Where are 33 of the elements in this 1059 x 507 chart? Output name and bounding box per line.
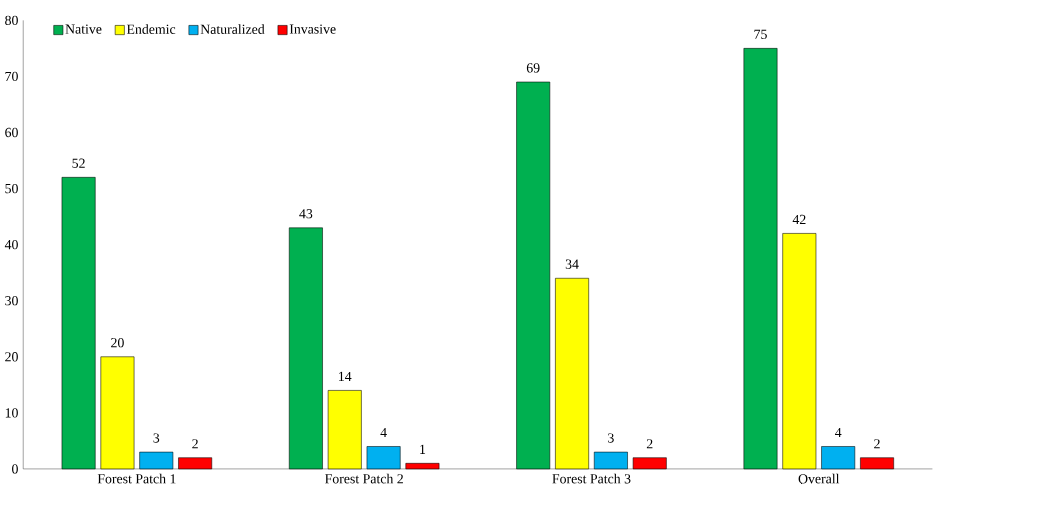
data-label: 2	[874, 439, 880, 449]
data-label: 43	[299, 209, 313, 219]
y-tick-label: 0	[12, 464, 18, 474]
y-tick-label: 10	[5, 408, 18, 418]
data-label: 52	[72, 158, 85, 168]
legend-label: Native	[65, 24, 102, 34]
data-label: 75	[754, 29, 767, 40]
legend-label: Naturalized	[200, 24, 265, 34]
y-tick-label: 20	[5, 352, 18, 362]
data-label: 20	[111, 338, 124, 348]
data-label: 1	[420, 444, 426, 454]
data-label: 3	[608, 433, 614, 443]
x-tick-label: Forest Patch 2	[325, 473, 403, 484]
data-label: 4	[835, 428, 842, 438]
y-tick-label: 30	[5, 296, 18, 306]
legend-label: Invasive	[289, 24, 336, 34]
data-label: 4	[380, 428, 387, 438]
y-tick-label: 70	[5, 71, 18, 82]
y-tick-label: 80	[5, 15, 18, 26]
data-label: 14	[339, 371, 352, 382]
x-tick-label: Overall	[798, 473, 840, 484]
y-tick-label: 40	[4, 240, 18, 250]
x-tick-label: Forest Patch 1	[97, 473, 176, 484]
data-label: 3	[153, 433, 160, 443]
data-label: 2	[192, 439, 198, 449]
data-label: 34	[565, 259, 579, 269]
data-label: 2	[646, 439, 653, 449]
data-label: 42	[792, 214, 806, 225]
y-tick-label: 60	[5, 127, 18, 138]
data-label: 69	[526, 63, 540, 73]
y-tick-label: 50	[5, 183, 18, 194]
x-tick-label: Forest Patch 3	[552, 473, 631, 484]
legend-label: Endemic	[126, 24, 176, 34]
